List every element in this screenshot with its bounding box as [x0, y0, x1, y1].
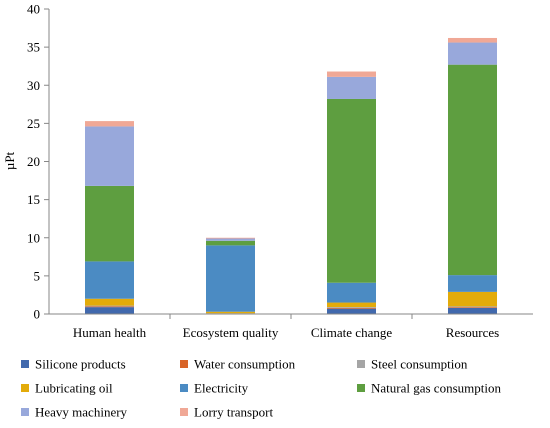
bar-segment — [206, 311, 255, 314]
bar-segment — [85, 126, 134, 186]
bar-segment — [448, 42, 497, 65]
bar-segment — [85, 261, 134, 299]
legend-swatch — [180, 384, 188, 392]
legend-swatch — [357, 384, 365, 392]
bar-segment — [206, 240, 255, 246]
y-tick-label: 40 — [27, 2, 40, 17]
bar-segment — [206, 237, 255, 239]
x-tick-label: Ecosystem quality — [183, 325, 279, 340]
bar-segment — [448, 307, 497, 314]
legend-swatch — [357, 360, 365, 368]
y-axis-title: µPt — [2, 151, 17, 170]
bar-segment — [448, 275, 497, 292]
bar-segment — [85, 298, 134, 306]
legend-swatch — [180, 408, 188, 416]
x-axis-labels: Human health Ecosystem quality Climate cha… — [73, 325, 499, 340]
legend-swatch — [21, 384, 29, 392]
bars — [85, 37, 497, 319]
bar-segment — [85, 305, 134, 307]
y-tick-label: 0 — [34, 307, 41, 322]
legend-label: Electricity — [194, 381, 249, 396]
bar-segment — [327, 98, 376, 283]
legend-label: Natural gas consumption — [371, 381, 501, 396]
bar-segment — [85, 306, 134, 308]
y-tick-label: 35 — [27, 40, 40, 55]
bar-segment — [327, 307, 376, 308]
bar-segment — [327, 307, 376, 309]
legend: Silicone products Water consumption Steel … — [21, 357, 501, 420]
legend-label: Lorry transport — [194, 405, 273, 420]
legend-label: Water consumption — [194, 357, 296, 372]
legend-swatch — [21, 360, 29, 368]
y-axis-ticks: 0 5 10 15 20 25 30 35 40 — [27, 2, 49, 322]
x-tick-label: Human health — [73, 325, 147, 340]
bar-segment — [85, 307, 134, 314]
x-tick-label: Climate change — [311, 325, 392, 340]
x-tick-label: Resources — [446, 325, 499, 340]
bar-segment — [448, 291, 497, 307]
y-tick-label: 25 — [27, 116, 40, 131]
y-tick-label: 15 — [27, 192, 40, 207]
legend-label: Heavy machinery — [35, 405, 128, 420]
legend-label: Lubricating oil — [35, 381, 113, 396]
legend-label: Silicone products — [35, 357, 126, 372]
bar-segment — [327, 71, 376, 77]
y-tick-label: 5 — [34, 268, 41, 283]
legend-swatch — [21, 408, 29, 416]
bar-segment — [85, 121, 134, 127]
legend-label: Steel consumption — [371, 357, 468, 372]
bar-segment — [327, 282, 376, 303]
bar-segment — [327, 76, 376, 99]
bar-segment — [327, 308, 376, 314]
bar-segment — [448, 64, 497, 276]
bar-segment — [327, 302, 376, 308]
legend-swatch — [180, 360, 188, 368]
bar-segment — [448, 37, 497, 43]
bar-segment — [206, 245, 255, 312]
bar-segment — [206, 238, 255, 241]
bar-segment — [448, 307, 497, 308]
bar-segment — [85, 185, 134, 262]
bar-segment — [448, 306, 497, 308]
y-tick-label: 20 — [27, 154, 40, 169]
y-tick-label: 10 — [27, 230, 40, 245]
y-tick-label: 30 — [27, 78, 40, 93]
